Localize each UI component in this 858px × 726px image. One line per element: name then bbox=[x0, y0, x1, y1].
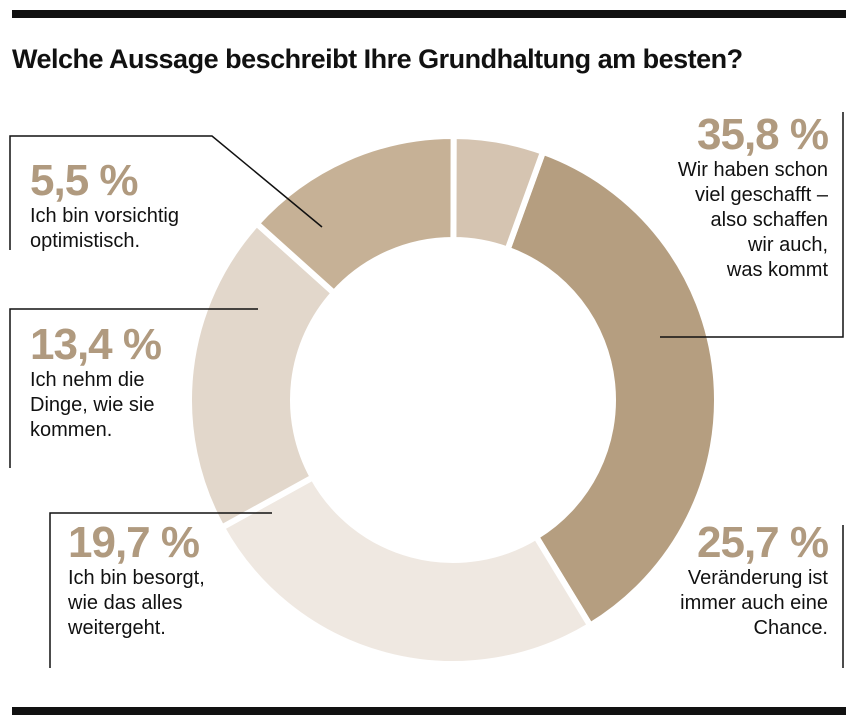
top-rule bbox=[12, 10, 846, 18]
label-13-4: 13,4 % Ich nehm die Dinge, wie sie komme… bbox=[30, 320, 162, 443]
donut-slice-3 bbox=[186, 219, 339, 532]
slice-text-line: was kommt bbox=[726, 259, 828, 281]
slice-text-line: Wir haben schon bbox=[677, 159, 828, 181]
slice-text-line: Veränderung ist bbox=[687, 567, 828, 589]
leader-line-5-5 bbox=[9, 135, 323, 250]
slice-text-line: wir auch, bbox=[747, 234, 828, 256]
leader-line-35-8 bbox=[660, 112, 844, 338]
slice-text-line: Ich bin besorgt, bbox=[68, 567, 205, 589]
slice-text-line: Ich bin vorsichtig bbox=[30, 205, 179, 227]
slice-text-line: kommen. bbox=[30, 419, 113, 441]
value-label: 25,7 % bbox=[697, 518, 829, 567]
leader-line-13-4 bbox=[9, 308, 258, 468]
label-19-7: 19,7 % Ich bin besorgt, wie das alles we… bbox=[68, 520, 205, 641]
slice-text-line: also schaffen bbox=[710, 209, 829, 231]
leader-lines bbox=[9, 112, 844, 668]
slice-text-line: immer auch eine bbox=[680, 592, 828, 614]
donut-slices bbox=[186, 132, 720, 667]
leader-line-19-7 bbox=[49, 512, 272, 668]
slice-text-line: Ich nehm die bbox=[30, 369, 145, 391]
value-label: 19,7 % bbox=[68, 518, 200, 567]
slice-text-line: Chance. bbox=[753, 617, 829, 639]
slice-text-line: optimistisch. bbox=[30, 230, 141, 252]
donut-slice-1 bbox=[503, 147, 720, 630]
donut-slice-2 bbox=[217, 473, 595, 667]
donut-slice-5 bbox=[450, 132, 547, 254]
value-label: 5,5 % bbox=[30, 156, 139, 205]
label-25-7: 25,7 % Veränderung ist immer auch eine C… bbox=[680, 518, 829, 641]
label-35-8: 35,8 % Wir haben schon viel geschafft – … bbox=[677, 110, 829, 283]
chart-title: Welche Aussage beschreibt Ihre Grundhalt… bbox=[12, 44, 743, 74]
slice-text-line: Dinge, wie sie bbox=[30, 394, 155, 416]
label-5-5: 5,5 % Ich bin vorsichtig optimistisch. bbox=[30, 158, 179, 254]
value-label: 13,4 % bbox=[30, 320, 162, 369]
slice-text-line: weitergeht. bbox=[68, 617, 166, 639]
slice-text-line: viel geschafft – bbox=[694, 184, 828, 206]
slice-text-line: wie das alles bbox=[68, 592, 183, 614]
value-label: 35,8 % bbox=[697, 110, 829, 159]
bottom-rule bbox=[12, 707, 846, 715]
